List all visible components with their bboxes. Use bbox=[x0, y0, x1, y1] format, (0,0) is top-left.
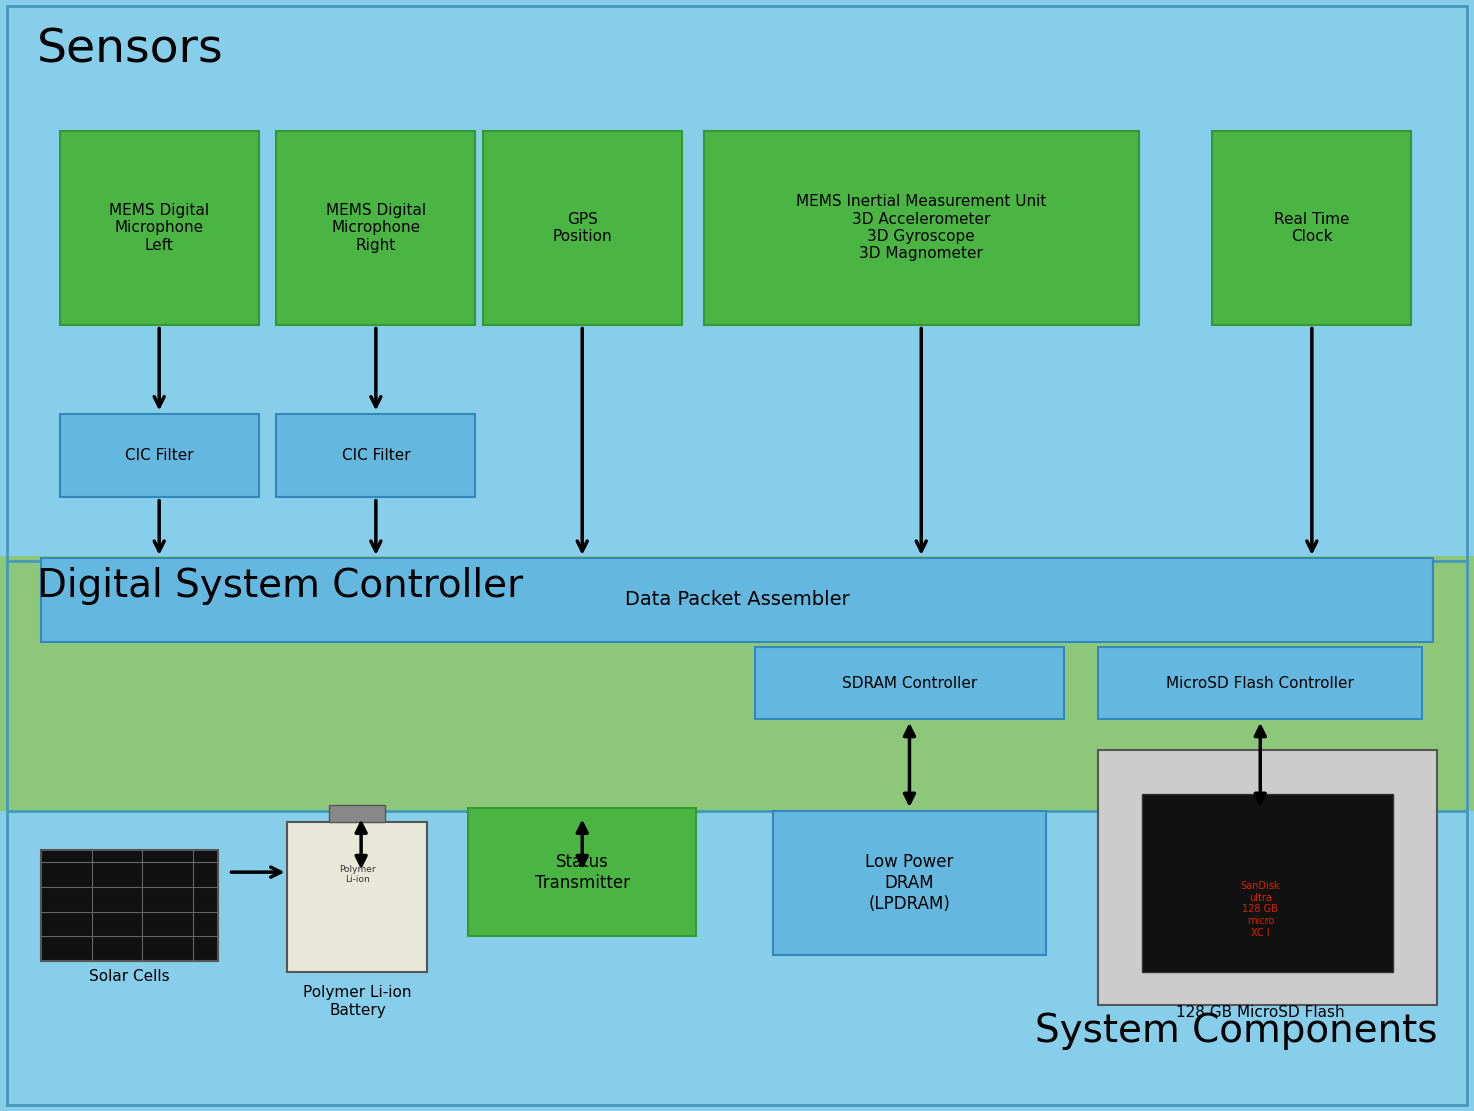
Bar bbox=[1142, 794, 1393, 972]
FancyBboxPatch shape bbox=[755, 647, 1064, 720]
Bar bbox=[1098, 750, 1437, 1005]
Text: Polymer
Li-ion: Polymer Li-ion bbox=[339, 865, 376, 884]
FancyBboxPatch shape bbox=[482, 130, 681, 324]
Text: MEMS Digital
Microphone
Right: MEMS Digital Microphone Right bbox=[326, 203, 426, 252]
Bar bbox=[287, 822, 427, 972]
Text: MEMS Inertial Measurement Unit
3D Accelerometer
3D Gyroscope
3D Magnometer: MEMS Inertial Measurement Unit 3D Accele… bbox=[796, 194, 1047, 261]
Text: Digital System Controller: Digital System Controller bbox=[37, 567, 523, 604]
FancyBboxPatch shape bbox=[705, 130, 1138, 324]
Text: MEMS Digital
Microphone
Left: MEMS Digital Microphone Left bbox=[109, 203, 209, 252]
Text: GPS
Position: GPS Position bbox=[553, 211, 612, 244]
Text: Solar Cells: Solar Cells bbox=[90, 969, 170, 984]
FancyBboxPatch shape bbox=[1098, 647, 1422, 720]
Bar bbox=[0, 811, 1474, 1111]
FancyBboxPatch shape bbox=[469, 809, 696, 935]
Text: Sensors: Sensors bbox=[37, 28, 224, 73]
FancyBboxPatch shape bbox=[59, 414, 259, 498]
Text: Real Time
Clock: Real Time Clock bbox=[1274, 211, 1350, 244]
Text: SanDisk
ultra
128 GB
micro
XC I: SanDisk ultra 128 GB micro XC I bbox=[1241, 881, 1279, 938]
FancyBboxPatch shape bbox=[276, 414, 475, 498]
FancyBboxPatch shape bbox=[1212, 130, 1411, 324]
Bar bbox=[0, 556, 1474, 811]
FancyBboxPatch shape bbox=[772, 811, 1047, 955]
Text: Data Packet Assembler: Data Packet Assembler bbox=[625, 590, 849, 610]
Text: MicroSD Flash Controller: MicroSD Flash Controller bbox=[1166, 675, 1355, 691]
Text: Polymer Li-ion
Battery: Polymer Li-ion Battery bbox=[304, 985, 411, 1018]
Bar bbox=[0, 0, 1474, 561]
Text: CIC Filter: CIC Filter bbox=[342, 448, 410, 463]
Bar bbox=[41, 850, 218, 961]
Text: SDRAM Controller: SDRAM Controller bbox=[842, 675, 977, 691]
FancyBboxPatch shape bbox=[59, 130, 259, 324]
Text: System Components: System Components bbox=[1035, 1012, 1437, 1050]
Text: 128 GB MicroSD Flash: 128 GB MicroSD Flash bbox=[1176, 1005, 1344, 1021]
FancyBboxPatch shape bbox=[41, 558, 1433, 641]
Text: Low Power
DRAM
(LPDRAM): Low Power DRAM (LPDRAM) bbox=[865, 853, 954, 913]
FancyBboxPatch shape bbox=[276, 130, 475, 324]
Text: CIC Filter: CIC Filter bbox=[125, 448, 193, 463]
Text: Status
Transmitter: Status Transmitter bbox=[535, 853, 629, 891]
Bar bbox=[330, 805, 386, 822]
